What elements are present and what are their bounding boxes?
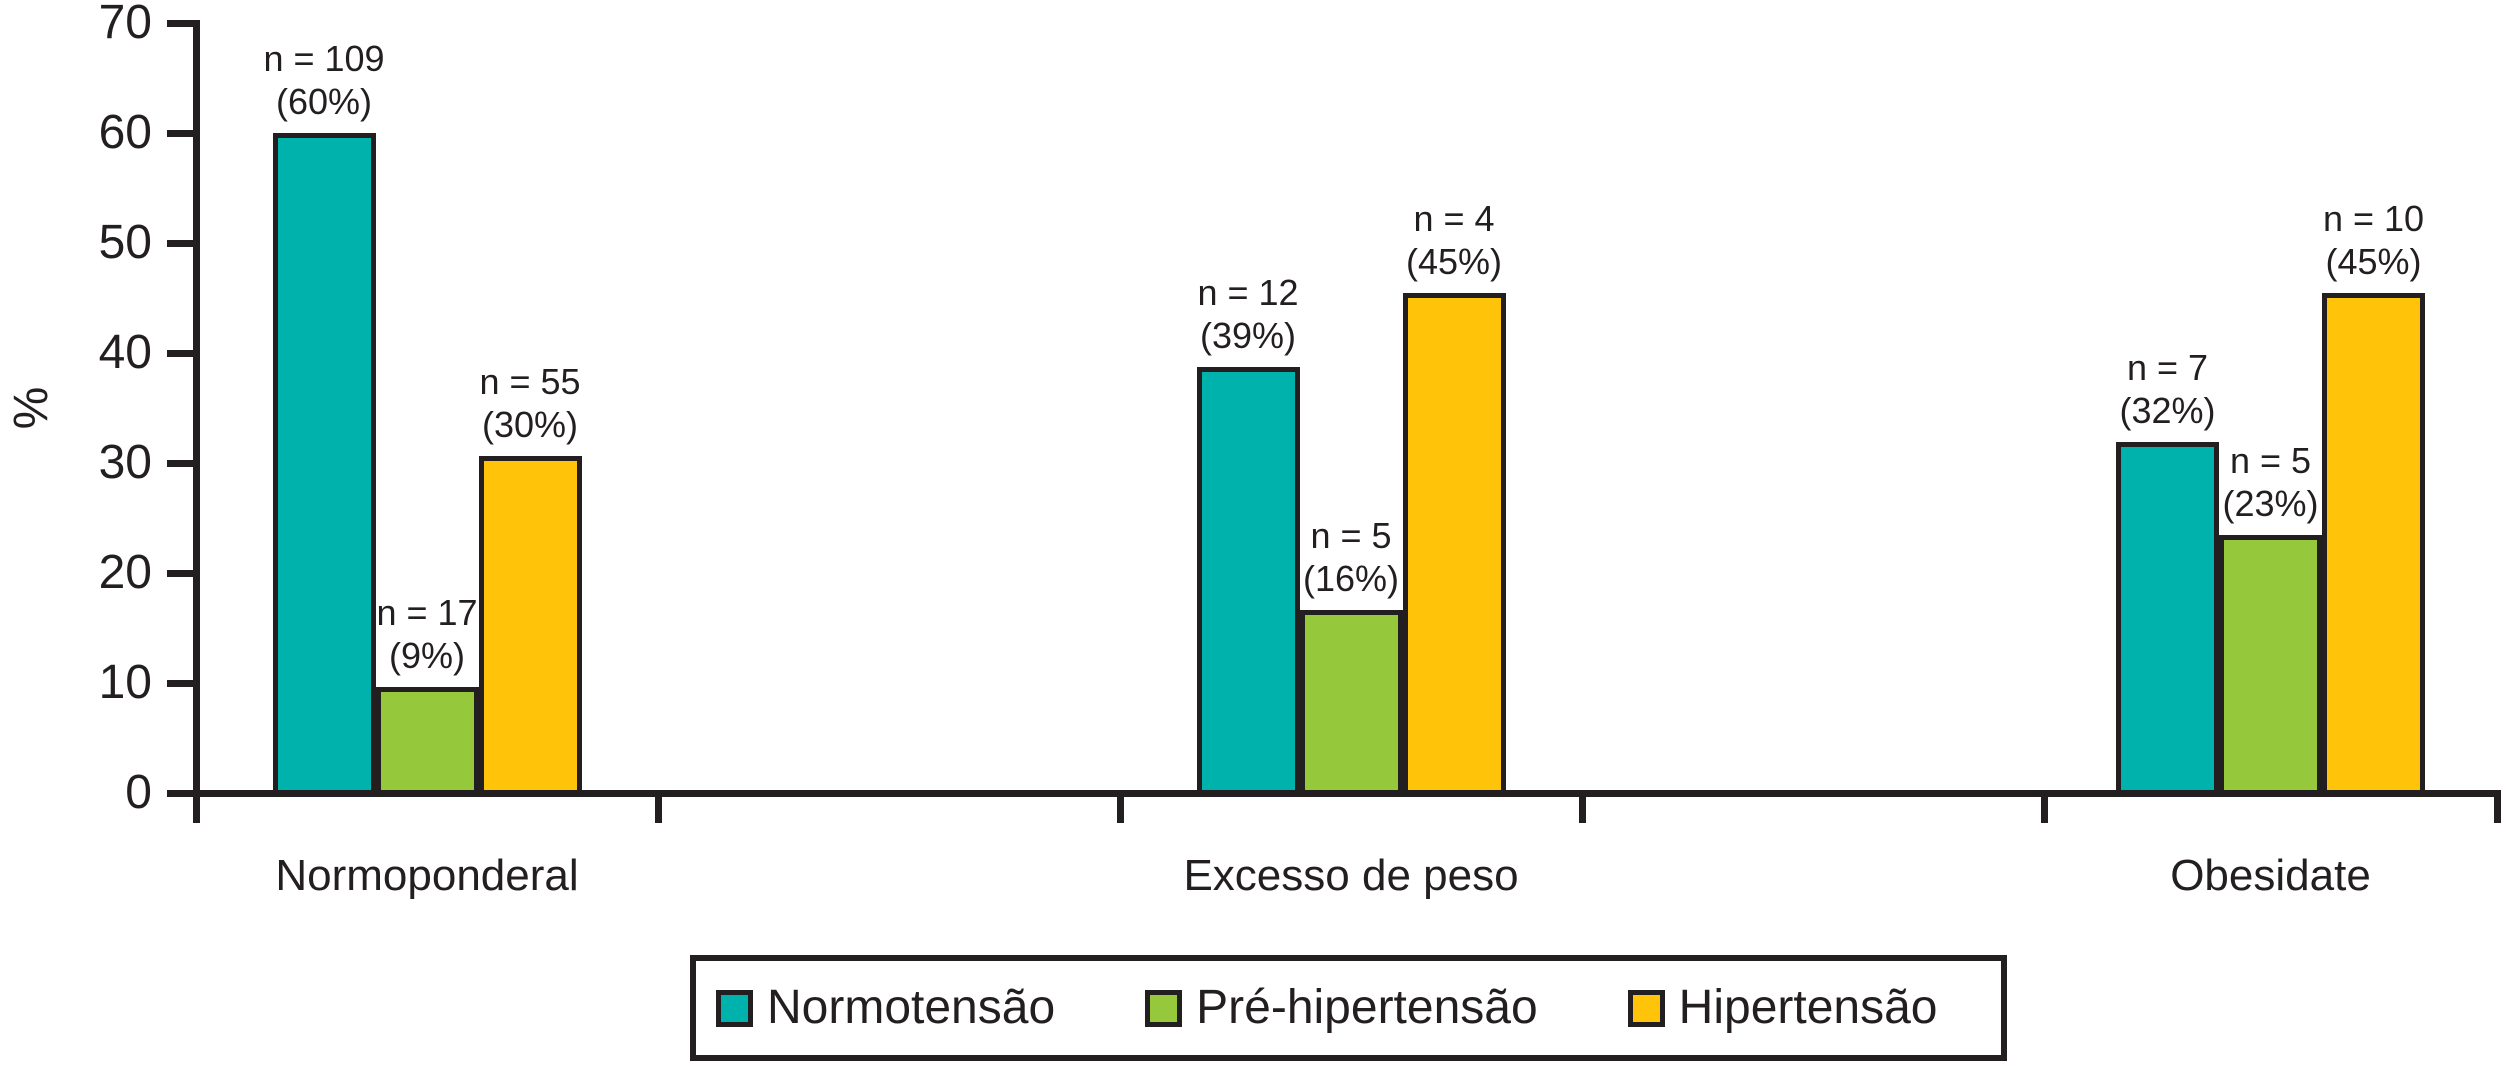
bar-n-label: n = 10 [2322,197,2425,239]
y-tick-label: 70 [98,0,152,49]
legend-label: Normotensão [767,981,1056,1034]
bar-value-label: n = 10 (45%) [2214,197,2501,283]
bar-value-label: n = 55 (30%) [370,360,690,446]
bar-normotensao [1196,367,1300,797]
bar-n-label: n = 55 [479,361,581,403]
bar-pre-hipertensao [375,687,479,797]
x-tick [2041,790,2048,823]
category-label: Excesso de peso [1183,851,1519,900]
bar-percent-label: (39%) [1199,315,1297,357]
y-tick-label: 10 [98,656,152,709]
bar-normotensao [272,133,376,797]
bar-n-label: n = 12 [1197,272,1299,314]
x-tick [2494,790,2501,823]
legend-item-hipertensao: Hipertensão [1627,981,1938,1034]
bar-value-label: n = 17 (9%) [267,591,587,677]
y-tick-label: 40 [98,326,152,379]
bar-percent-label: (45%) [2325,240,2422,282]
x-tick [1117,790,1124,823]
y-tick [167,20,193,27]
legend-label: Hipertensão [1678,981,1938,1034]
legend: Normotensão Pré-hipertensão Hipertensão [690,955,2007,1061]
bar-n-label: n = 7 [2126,347,2209,389]
bar-normotensao [2116,442,2219,797]
y-tick-label: 50 [98,216,152,269]
legend-label: Pré-hipertensão [1196,981,1538,1034]
bar-percent-label: (45%) [1405,240,1503,282]
hipertensao-swatch-icon [1627,989,1665,1027]
pre-hipertensao-swatch-icon [1145,989,1183,1027]
bar-n-label: n = 17 [376,592,478,634]
x-tick [1579,790,1586,823]
bar-n-label: n = 5 [2229,439,2312,481]
bar-hipertensao [1402,292,1506,797]
bar-value-label: n = 4 (45%) [1294,197,1614,283]
y-tick-label: 20 [98,546,152,599]
y-axis-label: % [5,386,58,430]
y-tick-label: 30 [98,436,152,489]
y-axis [193,20,200,797]
y-tick [167,240,193,247]
bar-pre-hipertensao [1299,610,1403,797]
x-tick [193,790,200,823]
bar-n-label: n = 109 [263,38,385,79]
bar-n-label: n = 4 [1413,197,1495,239]
bar-value-label: n = 109 (60%) [164,37,484,123]
bar-percent-label: (9%) [388,635,465,677]
y-tick-label: 60 [98,106,152,159]
y-tick-label: 0 [125,766,152,819]
y-tick [167,130,193,137]
bar-percent-label: (23%) [2222,482,2319,524]
normotensao-swatch-icon [716,989,753,1027]
x-axis [193,790,2501,797]
legend-item-pre-hipertensao: Pré-hipertensão [1145,982,1538,1034]
bar-n-label: n = 5 [1310,515,1392,557]
bar-value-label: n = 12 (39%) [1088,271,1408,357]
bar-percent-label: (60%) [275,81,373,122]
bar-percent-label: (32%) [2119,390,2216,432]
bar-value-label: n = 5 (23%) [2111,439,2431,525]
legend-item-normotensao: Normotensão [716,982,1055,1034]
y-tick [167,680,193,687]
bar-pre-hipertensao [2219,534,2322,797]
y-tick [167,790,193,797]
bar-percent-label: (30%) [481,404,579,446]
category-label: Obesidate [2170,851,2371,900]
y-tick [167,460,193,467]
x-tick [655,790,662,823]
bar-value-label: n = 5 (16%) [1191,514,1511,600]
bar-hipertensao [2322,292,2425,797]
bar-percent-label: (16%) [1302,558,1400,600]
y-tick [167,570,193,577]
category-label: Normoponderal [275,851,579,900]
y-tick [167,350,193,357]
bar-value-label: n = 7 (32%) [2008,346,2328,432]
